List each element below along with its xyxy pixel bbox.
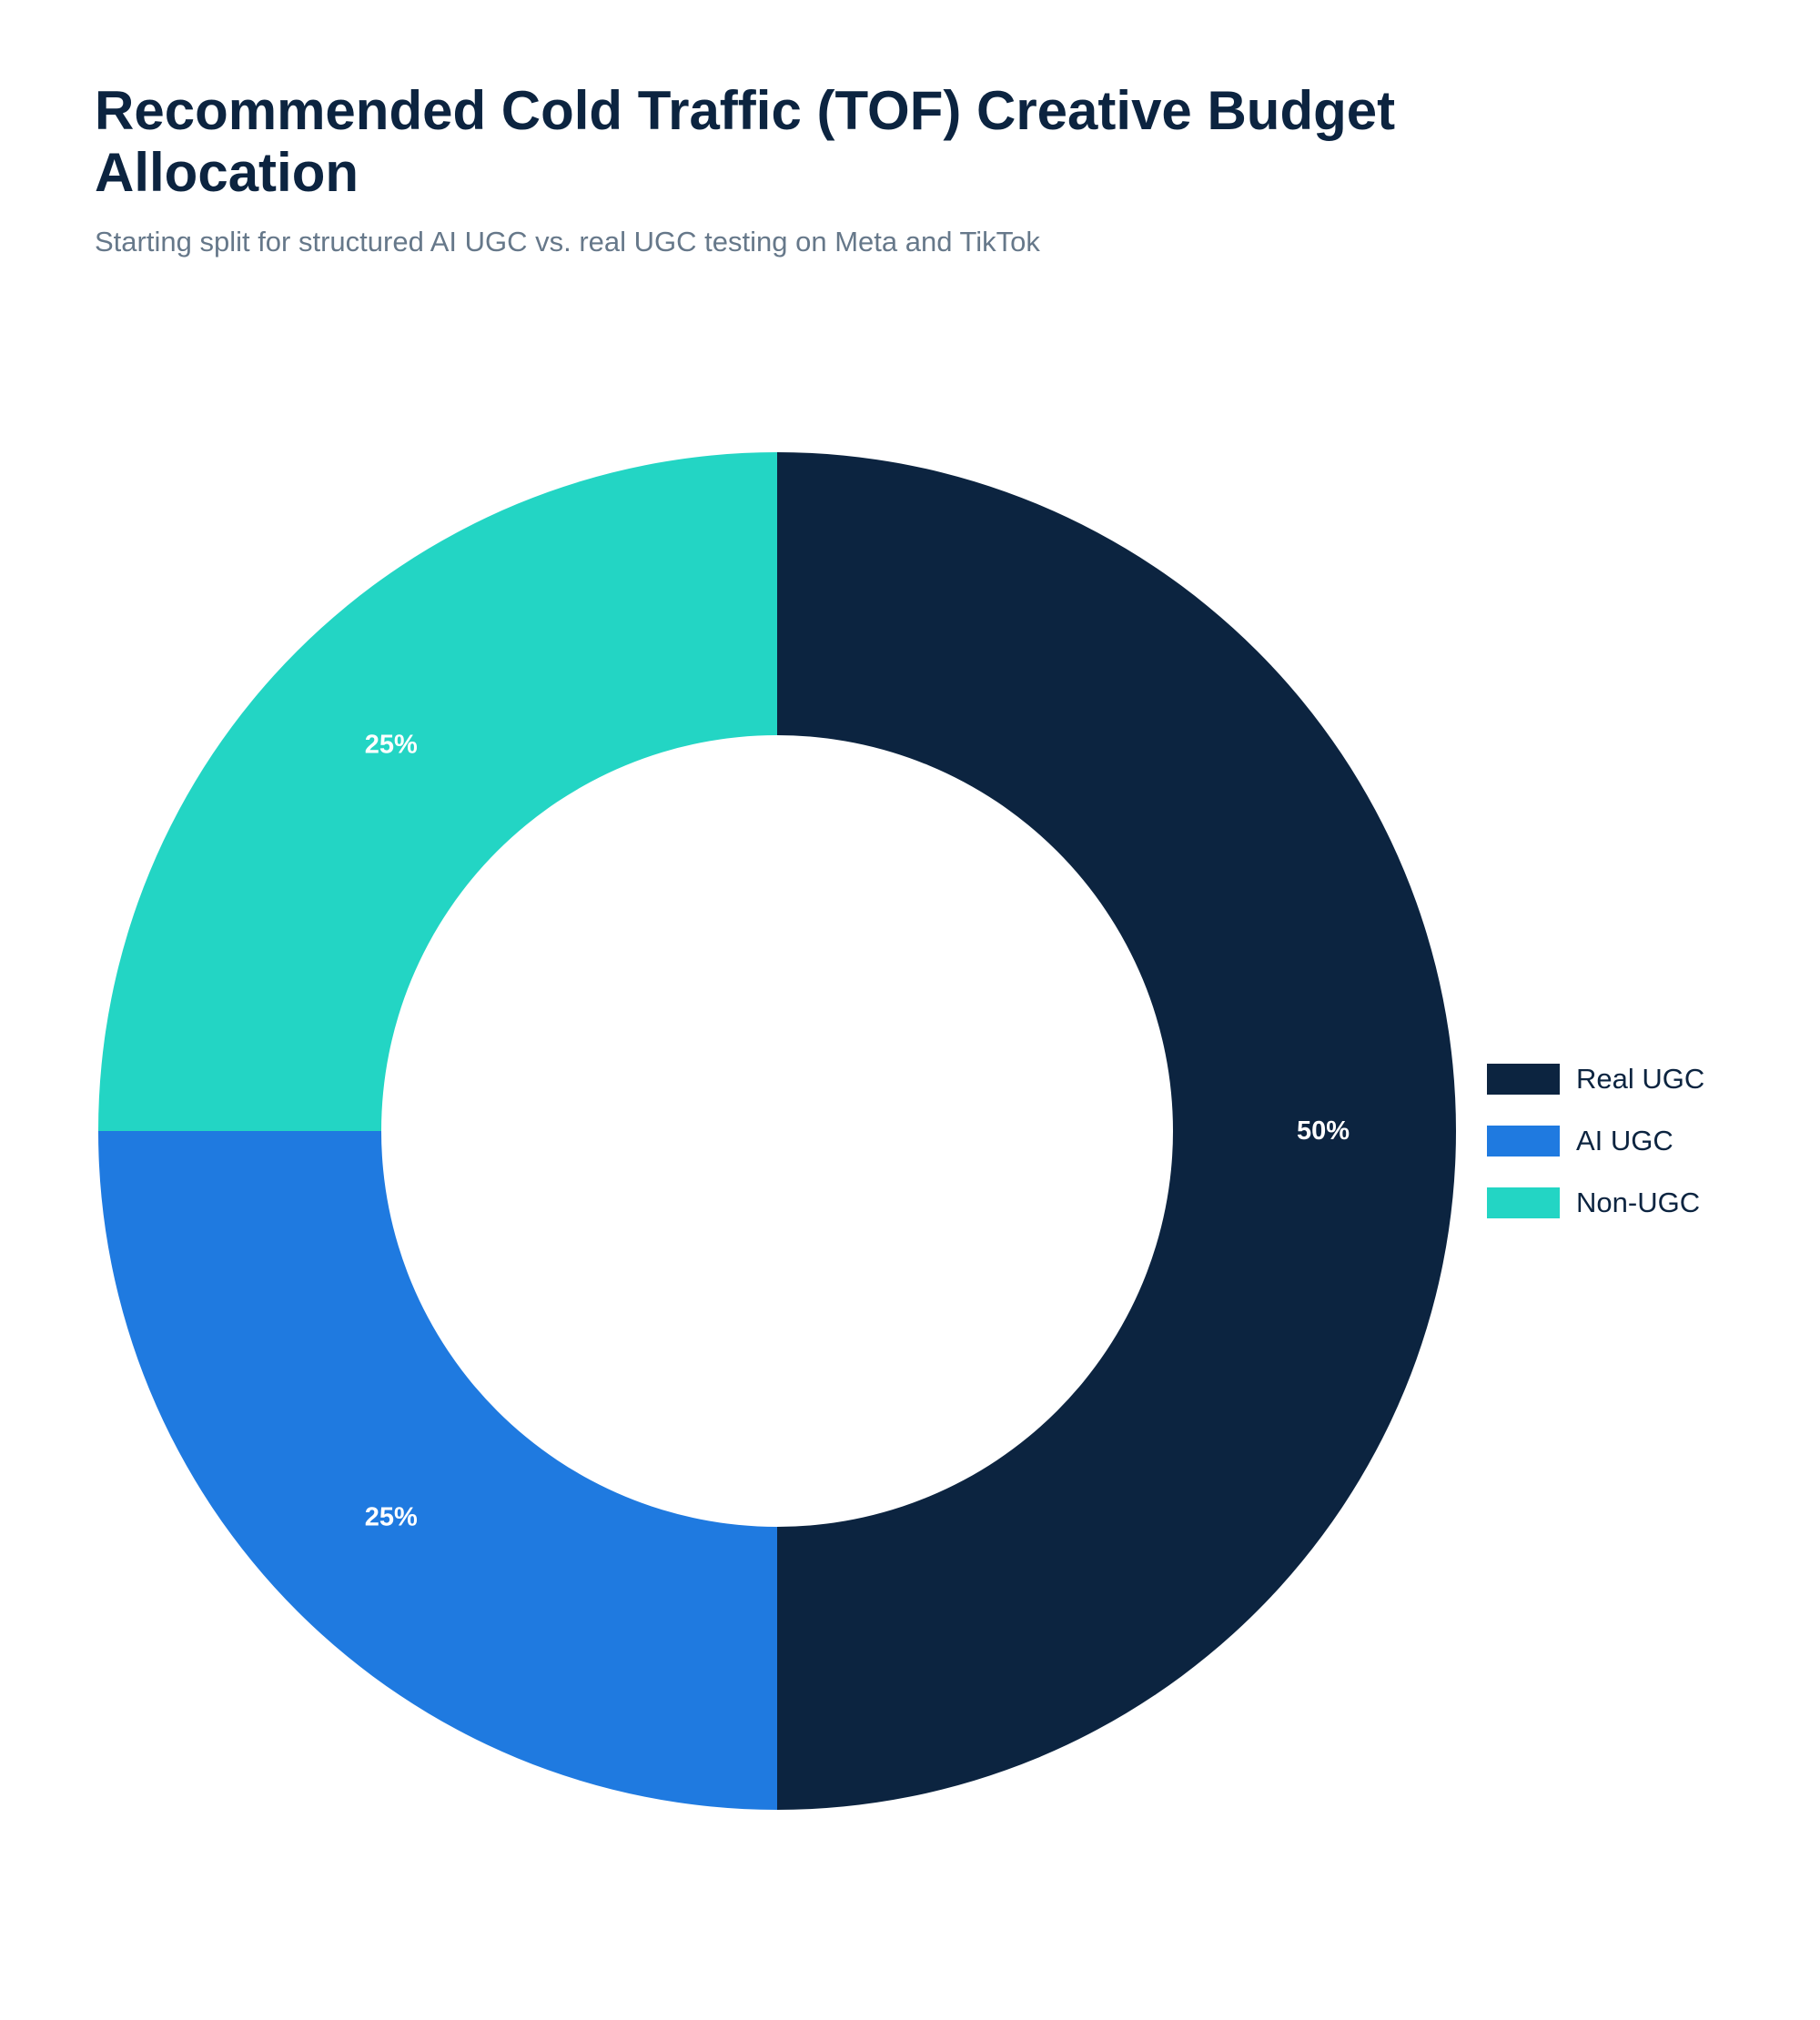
chart-legend: Real UGC AI UGC Non-UGC <box>1487 1048 1704 1234</box>
chart-subtitle: Starting split for structured AI UGC vs.… <box>95 226 1040 258</box>
legend-swatch <box>1487 1187 1560 1218</box>
slice-non-ugc[interactable] <box>98 452 777 1131</box>
legend-swatch <box>1487 1126 1560 1156</box>
slice-real-ugc[interactable] <box>777 452 1456 1810</box>
legend-item-ai-ugc[interactable]: AI UGC <box>1487 1110 1704 1172</box>
legend-label: Real UGC <box>1576 1063 1705 1095</box>
data-label: 50% <box>1297 1116 1350 1146</box>
legend-item-non-ugc[interactable]: Non-UGC <box>1487 1172 1704 1234</box>
legend-swatch <box>1487 1064 1560 1095</box>
slice-ai-ugc[interactable] <box>98 1131 777 1810</box>
legend-item-real-ugc[interactable]: Real UGC <box>1487 1048 1704 1110</box>
legend-label: AI UGC <box>1576 1125 1673 1156</box>
legend-label: Non-UGC <box>1576 1187 1701 1218</box>
data-label: 25% <box>365 731 418 760</box>
chart-title: Recommended Cold Traffic (TOF) Creative … <box>95 80 1396 203</box>
data-label: 25% <box>365 1502 418 1531</box>
